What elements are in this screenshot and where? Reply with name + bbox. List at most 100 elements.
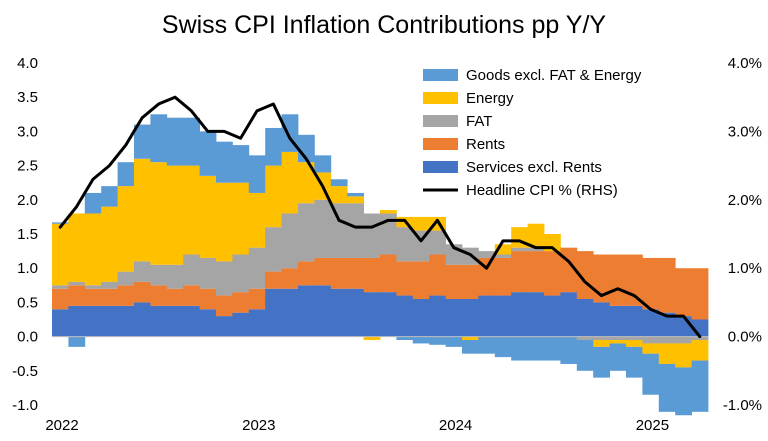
bar-segment-fat: [216, 261, 233, 296]
bar-segment-rents: [183, 285, 200, 306]
legend-swatch-energy: [423, 92, 458, 104]
bar-segment-fat: [117, 271, 135, 286]
bar-segment-rents: [330, 257, 348, 289]
legend-label-headline-cpi-rhs: Headline CPI % (RHS): [466, 182, 618, 199]
bar-segment-rents: [101, 288, 118, 306]
bar-segment-services-excl-rents: [412, 298, 430, 337]
bar-segment-services-excl-rents: [380, 292, 397, 337]
bar-segment-goods-excl-fat-energy: [396, 336, 414, 341]
bar-segment-services-excl-rents: [281, 288, 299, 337]
bar-segment-fat: [84, 285, 102, 289]
bar-segment-rents: [166, 288, 184, 306]
bar-segment-goods-excl-fat-energy: [544, 336, 561, 361]
bar-segment-goods-excl-fat-energy: [216, 141, 233, 183]
bar-segment-fat: [675, 336, 692, 344]
bar-segment-fat: [232, 254, 250, 293]
x-tick-label: 2022: [45, 417, 78, 434]
bar-segment-goods-excl-fat-energy: [101, 186, 118, 207]
bar-segment-energy: [626, 340, 643, 347]
bar-segment-rents: [68, 285, 86, 306]
bar-segment-rents: [445, 264, 463, 299]
x-tick-label: 2025: [636, 417, 669, 434]
bar-segment-fat: [658, 336, 676, 344]
bar-segment-goods-excl-fat-energy: [626, 346, 643, 378]
bar-segment-rents: [232, 292, 250, 313]
bar-segment-services-excl-rents: [101, 305, 118, 337]
left-tick-label: 3.0: [17, 123, 38, 140]
bar-segment-goods-excl-fat-energy: [199, 131, 217, 176]
bar-segment-services-excl-rents: [248, 309, 266, 337]
bar-segment-goods-excl-fat-energy: [150, 114, 168, 163]
bar-segment-fat: [626, 336, 643, 341]
bar-segment-services-excl-rents: [150, 305, 168, 337]
bar-segment-services-excl-rents: [166, 305, 184, 337]
bar-segment-energy: [658, 343, 676, 364]
bar-segment-fat: [298, 203, 315, 262]
bar-segment-energy: [281, 151, 299, 214]
bar-segment-goods-excl-fat-energy: [183, 117, 200, 166]
bar-segment-goods-excl-fat-energy: [68, 336, 86, 347]
bar-segment-energy: [363, 336, 381, 341]
bar-segment-rents: [298, 261, 315, 286]
bar-segment-services-excl-rents: [52, 309, 69, 337]
bar-segment-services-excl-rents: [544, 295, 561, 337]
bar-segment-energy: [232, 182, 250, 255]
bar-segment-fat: [265, 227, 282, 272]
bar-segment-rents: [117, 285, 135, 306]
bar-segment-energy: [199, 175, 217, 258]
bar-segment-services-excl-rents: [609, 305, 627, 337]
bar-segment-fat: [248, 247, 266, 289]
bar-segment-fat: [494, 254, 512, 258]
bar-segment-services-excl-rents: [675, 316, 692, 337]
bar-segment-services-excl-rents: [84, 305, 102, 337]
bar-segment-goods-excl-fat-energy: [511, 336, 528, 361]
left-axis-ticks: 4.0 3.5 3.0 2.5 2.0 1.5 1.0 0.5 0.0 -0.5 -1.0: [12, 55, 38, 414]
bar-segment-energy: [248, 192, 266, 248]
bar-segment-goods-excl-fat-energy: [84, 192, 102, 214]
bar-segment-energy: [117, 186, 135, 272]
bar-segment-fat: [429, 230, 446, 255]
x-tick-label: 2024: [439, 417, 472, 434]
bar-segment-fat: [52, 285, 69, 289]
bar-segment-energy: [593, 340, 610, 347]
bar-segment-rents: [347, 257, 364, 289]
bar-segment-energy: [691, 340, 709, 361]
bar-segment-services-excl-rents: [183, 305, 200, 337]
bar-segment-fat: [183, 254, 200, 286]
bar-segment-rents: [609, 254, 627, 306]
left-tick-label: 3.5: [17, 89, 38, 106]
bar-segment-rents: [412, 261, 430, 299]
bar-segment-goods-excl-fat-energy: [429, 336, 446, 345]
left-tick-label: 1.5: [17, 226, 38, 243]
bar-segment-goods-excl-fat-energy: [609, 343, 627, 371]
bar-segment-services-excl-rents: [658, 312, 676, 337]
bar-segment-services-excl-rents: [134, 302, 151, 337]
bar-segment-fat: [642, 336, 660, 344]
right-tick-label: 4.0%: [728, 55, 762, 72]
bar-segment-rents: [527, 251, 545, 293]
bar-segment-fat: [150, 264, 168, 286]
headline-line-group: [58, 95, 702, 339]
legend: Goods excl. FAT & Energy Energy FAT Rents Se…: [423, 67, 642, 199]
bar-segment-fat: [527, 247, 545, 252]
right-tick-label: 1.0%: [728, 260, 762, 277]
bar-segment-fat: [199, 257, 217, 289]
bar-segment-energy: [462, 336, 479, 341]
bar-segment-energy: [101, 206, 118, 282]
bar-segment-fat: [412, 230, 430, 262]
bar-segment-services-excl-rents: [642, 309, 660, 337]
bar-segment-rents: [265, 271, 282, 289]
bar-segment-services-excl-rents: [462, 298, 479, 337]
bar-segment-goods-excl-fat-energy: [494, 336, 512, 358]
bar-segment-rents: [494, 257, 512, 296]
bar-segment-rents: [248, 288, 266, 310]
bar-segment-services-excl-rents: [314, 285, 332, 337]
bar-segment-energy: [166, 165, 184, 265]
bar-segment-goods-excl-fat-energy: [117, 162, 135, 187]
bar-segment-fat: [314, 199, 332, 258]
bar-segment-rents: [363, 257, 381, 293]
left-tick-label: 1.0: [17, 260, 38, 277]
bar-segment-fat: [478, 251, 496, 258]
bar-segment-services-excl-rents: [117, 305, 135, 337]
bar-segment-energy: [494, 244, 512, 255]
